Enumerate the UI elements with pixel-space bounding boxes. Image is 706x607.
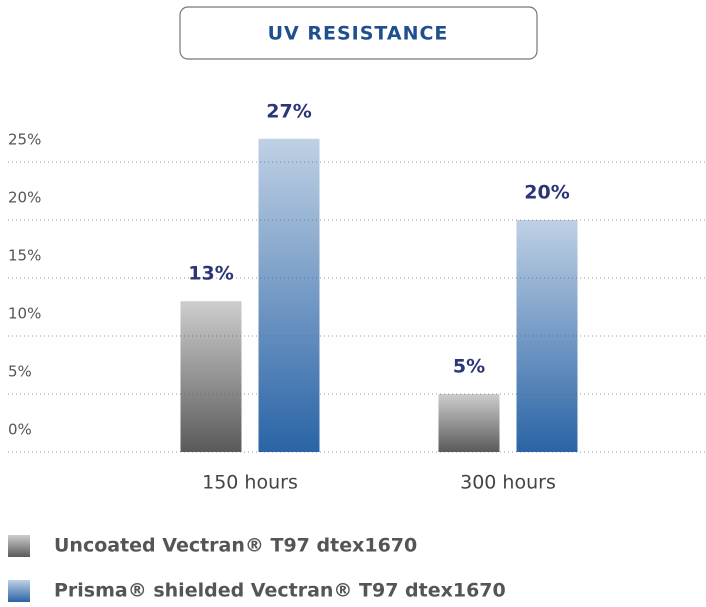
y-tick-label: 10% [8, 305, 41, 323]
legend-label: Prisma® shielded Vectran® T97 dtex1670 [54, 580, 506, 602]
value-label: 27% [266, 100, 311, 122]
legend-swatch [8, 535, 30, 557]
legend-swatch [8, 580, 30, 602]
legend-label: Uncoated Vectran® T97 dtex1670 [54, 535, 417, 557]
bar [258, 138, 320, 453]
value-label: 5% [453, 356, 485, 378]
y-tick-label: 20% [8, 189, 41, 207]
value-label: 13% [188, 263, 233, 285]
bar [180, 301, 242, 452]
y-tick-label: 25% [8, 131, 41, 149]
bar [516, 220, 578, 452]
chart-title: UV RESISTANCE [268, 23, 449, 45]
bar [438, 394, 500, 452]
title-box [179, 6, 538, 60]
y-tick-label: 0% [8, 421, 32, 439]
y-tick-label: 15% [8, 247, 41, 265]
x-tick-label: 150 hours [202, 472, 298, 494]
value-label: 20% [524, 182, 569, 204]
y-tick-label: 5% [8, 363, 32, 381]
x-tick-label: 300 hours [460, 472, 556, 494]
